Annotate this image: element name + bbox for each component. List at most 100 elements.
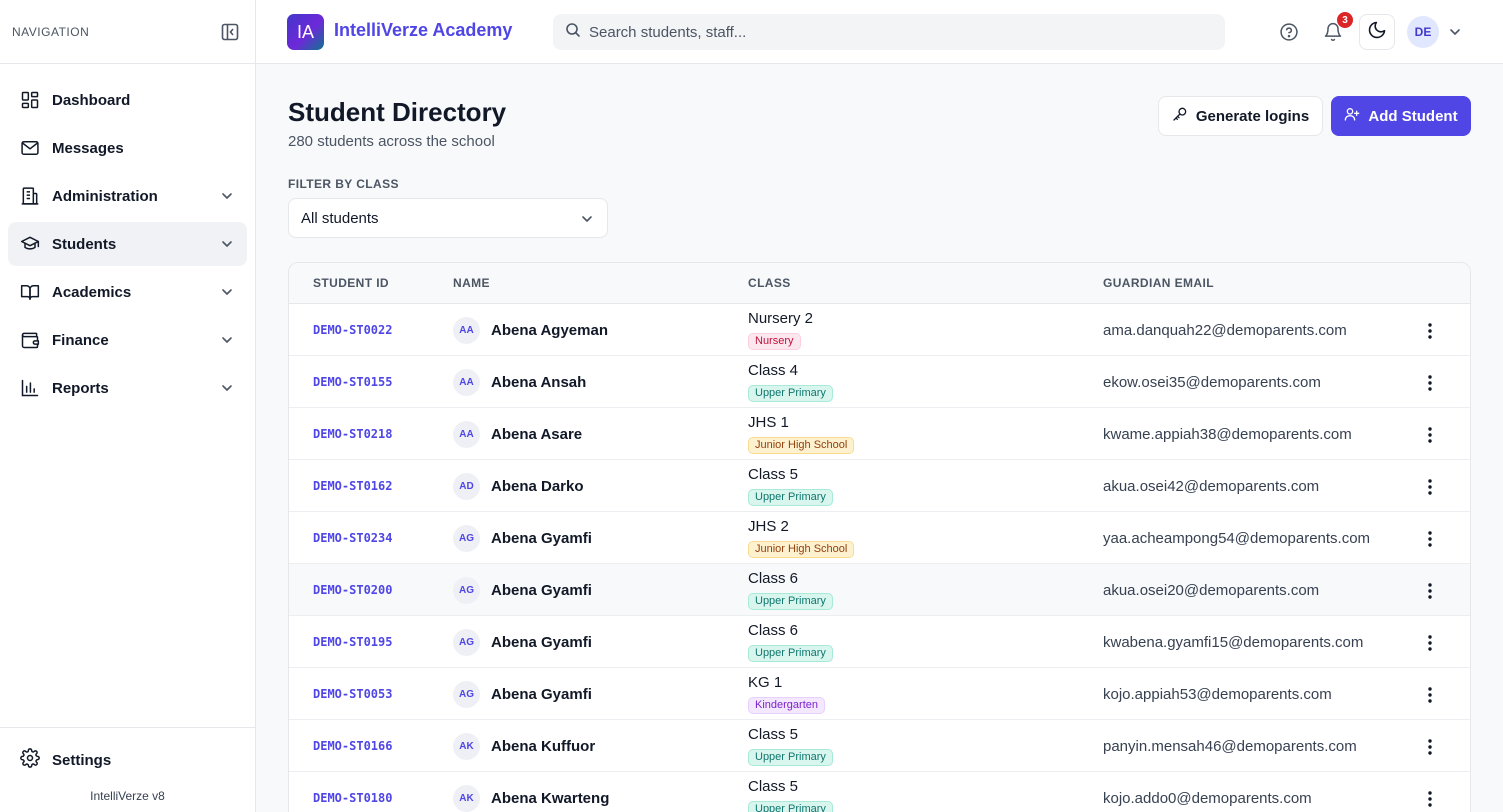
bell-icon[interactable] bbox=[1319, 18, 1347, 46]
search-input[interactable] bbox=[589, 23, 1209, 41]
class-level-badge: Nursery bbox=[748, 333, 801, 350]
more-options-icon[interactable] bbox=[1419, 580, 1441, 602]
student-id-link[interactable]: DEMO-ST0162 bbox=[313, 479, 393, 493]
student-name[interactable]: Abena Agyeman bbox=[491, 322, 608, 339]
column-header-guardian-email[interactable]: GUARDIAN EMAIL bbox=[1103, 276, 1214, 290]
sidebar-item-students[interactable]: Students bbox=[8, 222, 247, 266]
student-name[interactable]: Abena Ansah bbox=[491, 374, 587, 391]
brand-logo[interactable]: IA bbox=[287, 14, 324, 50]
sidebar-item-academics[interactable]: Academics bbox=[8, 270, 247, 314]
more-options-icon[interactable] bbox=[1419, 320, 1441, 342]
student-avatar: AG bbox=[453, 629, 480, 656]
student-class: JHS 2 bbox=[748, 518, 789, 535]
sidebar-item-label: Finance bbox=[52, 331, 109, 349]
students-table: STUDENT ID NAME CLASS GUARDIAN EMAIL DEM… bbox=[288, 262, 1471, 812]
student-id-link[interactable]: DEMO-ST0218 bbox=[313, 427, 393, 441]
theme-toggle-button[interactable] bbox=[1359, 14, 1395, 50]
help-icon[interactable] bbox=[1275, 18, 1303, 46]
table-row[interactable]: DEMO-ST0195 AG Abena Gyamfi Class 6 Upper Pr… bbox=[289, 616, 1470, 668]
add-student-button[interactable]: Add Student bbox=[1331, 96, 1471, 136]
sidebar-item-messages[interactable]: Messages bbox=[8, 126, 247, 170]
student-name[interactable]: Abena Kwarteng bbox=[491, 790, 610, 807]
more-options-icon[interactable] bbox=[1419, 632, 1441, 654]
student-avatar: AK bbox=[453, 733, 480, 760]
sidebar-item-administration[interactable]: Administration bbox=[8, 174, 247, 218]
generate-logins-label: Generate logins bbox=[1195, 107, 1310, 125]
class-level-badge: Upper Primary bbox=[748, 801, 833, 812]
table-row[interactable]: DEMO-ST0218 AA Abena Asare JHS 1 Junior High… bbox=[289, 408, 1470, 460]
guardian-email: kojo.addo0@demoparents.com bbox=[1103, 790, 1312, 807]
student-id-link[interactable]: DEMO-ST0155 bbox=[313, 375, 393, 389]
class-filter-value: All students bbox=[301, 209, 379, 227]
table-row[interactable]: DEMO-ST0234 AG Abena Gyamfi JHS 2 Junior Hig… bbox=[289, 512, 1470, 564]
student-name[interactable]: Abena Gyamfi bbox=[491, 530, 592, 547]
student-class: Class 6 bbox=[748, 570, 799, 587]
page-subtitle: 280 students across the school bbox=[288, 133, 495, 150]
student-class: Class 5 bbox=[748, 466, 799, 483]
user-avatar[interactable]: DE bbox=[1407, 16, 1439, 48]
more-options-icon[interactable] bbox=[1419, 424, 1441, 446]
brand-name[interactable]: IntelliVerze Academy bbox=[334, 20, 513, 40]
student-avatar: AD bbox=[453, 473, 480, 500]
sidebar-item-finance[interactable]: Finance bbox=[8, 318, 247, 362]
navigation-label: NAVIGATION bbox=[12, 24, 90, 39]
table-header: STUDENT ID NAME CLASS GUARDIAN EMAIL bbox=[289, 263, 1470, 304]
student-name[interactable]: Abena Gyamfi bbox=[491, 686, 592, 703]
student-id-link[interactable]: DEMO-ST0053 bbox=[313, 687, 393, 701]
chevron-down-icon[interactable] bbox=[219, 188, 235, 204]
student-id-link[interactable]: DEMO-ST0195 bbox=[313, 635, 393, 649]
generate-logins-button[interactable]: Generate logins bbox=[1158, 96, 1323, 136]
student-id-link[interactable]: DEMO-ST0200 bbox=[313, 583, 393, 597]
student-id-link[interactable]: DEMO-ST0166 bbox=[313, 739, 393, 753]
sidebar-nav: Dashboard Messages Administration Students A… bbox=[0, 64, 255, 410]
chevron-down-icon[interactable] bbox=[219, 284, 235, 300]
student-class: Class 6 bbox=[748, 622, 799, 639]
column-header-name[interactable]: NAME bbox=[453, 276, 490, 290]
more-options-icon[interactable] bbox=[1419, 736, 1441, 758]
table-row[interactable]: DEMO-ST0200 AG Abena Gyamfi Class 6 Upper Pr… bbox=[289, 564, 1470, 616]
graduation-cap-icon bbox=[20, 234, 40, 254]
student-class: JHS 1 bbox=[748, 414, 789, 431]
table-row[interactable]: DEMO-ST0022 AA Abena Agyeman Nursery 2 Nurse… bbox=[289, 304, 1470, 356]
student-name[interactable]: Abena Asare bbox=[491, 426, 583, 443]
student-class: Class 5 bbox=[748, 778, 799, 795]
class-level-badge: Upper Primary bbox=[748, 645, 833, 662]
collapse-sidebar-icon[interactable] bbox=[217, 19, 243, 45]
more-options-icon[interactable] bbox=[1419, 476, 1441, 498]
table-row[interactable]: DEMO-ST0155 AA Abena Ansah Class 4 Upper Pri… bbox=[289, 356, 1470, 408]
more-options-icon[interactable] bbox=[1419, 372, 1441, 394]
table-row[interactable]: DEMO-ST0162 AD Abena Darko Class 5 Upper Pri… bbox=[289, 460, 1470, 512]
student-name[interactable]: Abena Darko bbox=[491, 478, 584, 495]
chevron-down-icon[interactable] bbox=[219, 236, 235, 252]
table-row[interactable]: DEMO-ST0053 AG Abena Gyamfi KG 1 Kindergarte… bbox=[289, 668, 1470, 720]
student-id-link[interactable]: DEMO-ST0180 bbox=[313, 791, 393, 805]
more-options-icon[interactable] bbox=[1419, 684, 1441, 706]
settings-label: Settings bbox=[52, 752, 112, 769]
chevron-down-icon[interactable] bbox=[219, 380, 235, 396]
moon-icon bbox=[1367, 20, 1387, 45]
guardian-email: kwabena.gyamfi15@demoparents.com bbox=[1103, 634, 1364, 651]
search-bar[interactable] bbox=[553, 14, 1225, 50]
sidebar-item-settings[interactable]: Settings bbox=[20, 748, 111, 773]
student-id-link[interactable]: DEMO-ST0234 bbox=[313, 531, 393, 545]
class-level-badge: Upper Primary bbox=[748, 593, 833, 610]
sidebar-item-label: Reports bbox=[52, 379, 109, 397]
more-options-icon[interactable] bbox=[1419, 788, 1441, 810]
student-name[interactable]: Abena Kuffuor bbox=[491, 738, 596, 755]
table-row[interactable]: DEMO-ST0180 AK Abena Kwarteng Class 5 Upper … bbox=[289, 772, 1470, 812]
student-name[interactable]: Abena Gyamfi bbox=[491, 634, 592, 651]
more-options-icon[interactable] bbox=[1419, 528, 1441, 550]
add-student-label: Add Student bbox=[1368, 107, 1458, 125]
column-header-student-id[interactable]: STUDENT ID bbox=[313, 276, 389, 290]
student-name[interactable]: Abena Gyamfi bbox=[491, 582, 592, 599]
class-filter-select[interactable]: All students bbox=[288, 198, 608, 238]
chevron-down-icon[interactable] bbox=[1447, 24, 1463, 40]
table-row[interactable]: DEMO-ST0166 AK Abena Kuffuor Class 5 Upper P… bbox=[289, 720, 1470, 772]
sidebar-item-dashboard[interactable]: Dashboard bbox=[8, 78, 247, 122]
search-icon bbox=[565, 22, 581, 43]
student-id-link[interactable]: DEMO-ST0022 bbox=[313, 323, 393, 337]
chevron-down-icon[interactable] bbox=[219, 332, 235, 348]
sidebar-item-reports[interactable]: Reports bbox=[8, 366, 247, 410]
column-header-class[interactable]: CLASS bbox=[748, 276, 791, 290]
